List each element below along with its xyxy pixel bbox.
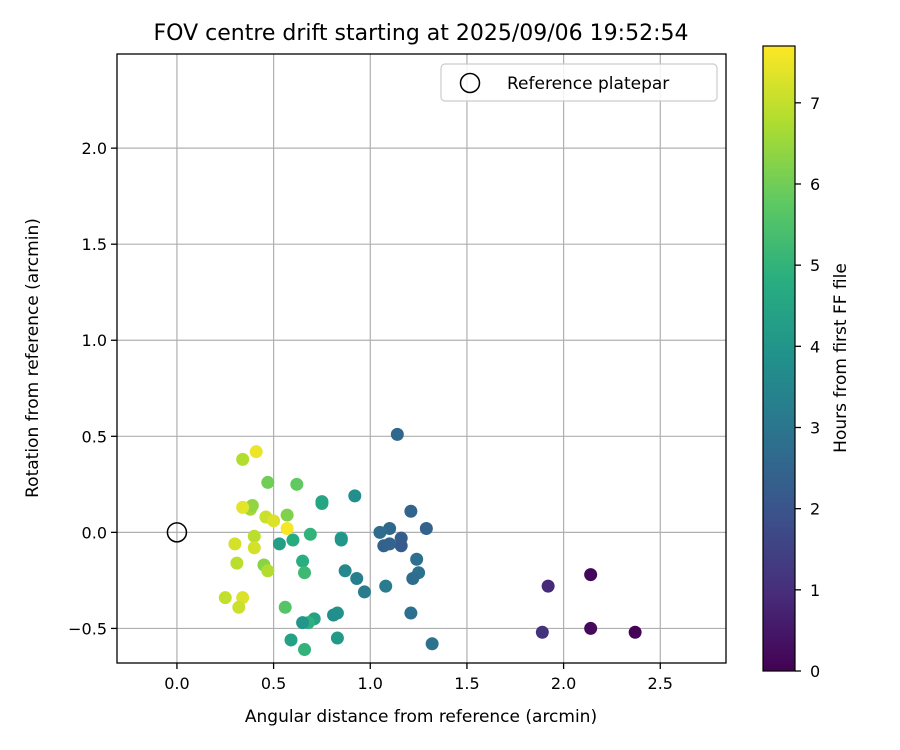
- y-tick-label: 2.0: [82, 139, 107, 158]
- data-point: [232, 600, 246, 614]
- y-tick-label: 1.0: [82, 331, 107, 350]
- x-tick-label: 2.5: [648, 674, 673, 693]
- legend-open-circle-icon: [459, 72, 481, 94]
- colorbar-tick-label: 3: [810, 418, 820, 437]
- x-tick-label: 1.5: [454, 674, 479, 693]
- chart-title: FOV centre drift starting at 2025/09/06 …: [154, 21, 689, 46]
- legend: Reference platepar: [440, 63, 718, 102]
- colorbar: 0 1 2 3 4 5 6 7 Hours from first FF file: [762, 45, 851, 681]
- colorbar-label: Hours from first FF file: [831, 263, 851, 453]
- data-point: [284, 633, 298, 647]
- data-point: [280, 508, 294, 522]
- data-point: [303, 527, 317, 541]
- data-point: [373, 525, 387, 539]
- colorbar-tick-label: 6: [810, 175, 820, 194]
- data-point: [247, 529, 261, 543]
- data-point: [628, 625, 642, 639]
- colorbar-gradient: [763, 46, 795, 671]
- grid: [117, 54, 726, 663]
- data-point: [350, 571, 364, 585]
- colorbar-tick-label: 7: [810, 94, 820, 113]
- y-tick-label: 1.5: [82, 235, 107, 254]
- y-tick-label: −0.5: [68, 619, 107, 638]
- data-point: [338, 564, 352, 578]
- data-point: [218, 591, 232, 605]
- data-point: [541, 579, 555, 593]
- data-point: [249, 445, 263, 459]
- colorbar-frame: [762, 45, 796, 672]
- data-point: [278, 600, 292, 614]
- reference-platepar-marker: [166, 522, 188, 543]
- data-point: [236, 500, 250, 514]
- data-point: [377, 539, 391, 553]
- colorbar-ticks: 0 1 2 3 4 5 6 7: [795, 94, 820, 681]
- data-point: [280, 522, 294, 536]
- data-point: [348, 489, 362, 503]
- x-tick-label: 1.0: [358, 674, 383, 693]
- data-point: [290, 477, 304, 491]
- data-point: [247, 541, 261, 555]
- x-tick-label: 2.0: [551, 674, 576, 693]
- data-point: [330, 631, 344, 645]
- colorbar-tick-label: 4: [810, 337, 820, 356]
- data-point: [334, 533, 348, 547]
- data-point: [357, 585, 371, 599]
- y-axis-ticks: −0.5 0.0 0.5 1.0 1.5 2.0: [68, 139, 117, 638]
- x-axis-ticks: 0.0 0.5 1.0 1.5 2.0 2.5: [164, 663, 673, 693]
- y-tick-label: 0.0: [82, 523, 107, 542]
- colorbar-tick-label: 0: [810, 662, 820, 681]
- data-point: [286, 533, 300, 547]
- colorbar-tick-label: 5: [810, 256, 820, 275]
- data-point: [236, 452, 250, 466]
- data-point: [584, 621, 598, 635]
- data-point: [327, 608, 341, 622]
- x-tick-label: 0.0: [164, 674, 189, 693]
- x-tick-label: 0.5: [261, 674, 286, 693]
- data-point: [261, 475, 275, 489]
- data-point: [315, 495, 329, 509]
- data-point: [584, 568, 598, 582]
- data-point: [267, 514, 281, 528]
- data-point: [410, 552, 424, 566]
- legend-box: [440, 63, 718, 102]
- data-point: [228, 537, 242, 551]
- x-axis-label: Angular distance from reference (arcmin): [245, 707, 597, 727]
- data-point: [296, 616, 310, 630]
- data-point: [390, 427, 404, 441]
- colorbar-tick-label: 1: [810, 581, 820, 600]
- colorbar-tick-label: 2: [810, 500, 820, 519]
- data-point: [406, 571, 420, 585]
- legend-entry-label: Reference platepar: [507, 74, 669, 94]
- y-tick-label: 0.5: [82, 427, 107, 446]
- data-point: [535, 625, 549, 639]
- data-point: [298, 643, 312, 657]
- data-points: [218, 427, 642, 657]
- data-point: [394, 539, 408, 553]
- data-point: [261, 564, 275, 578]
- data-point: [296, 554, 310, 568]
- data-point: [425, 637, 439, 651]
- plot-frame: [116, 53, 727, 664]
- data-point: [230, 556, 244, 570]
- data-point: [298, 566, 312, 580]
- data-point: [272, 537, 286, 551]
- y-axis-label: Rotation from reference (arcmin): [23, 218, 43, 498]
- data-point: [419, 522, 433, 536]
- data-point: [245, 498, 259, 512]
- data-point: [379, 579, 393, 593]
- data-point: [404, 606, 418, 620]
- data-point: [404, 504, 418, 518]
